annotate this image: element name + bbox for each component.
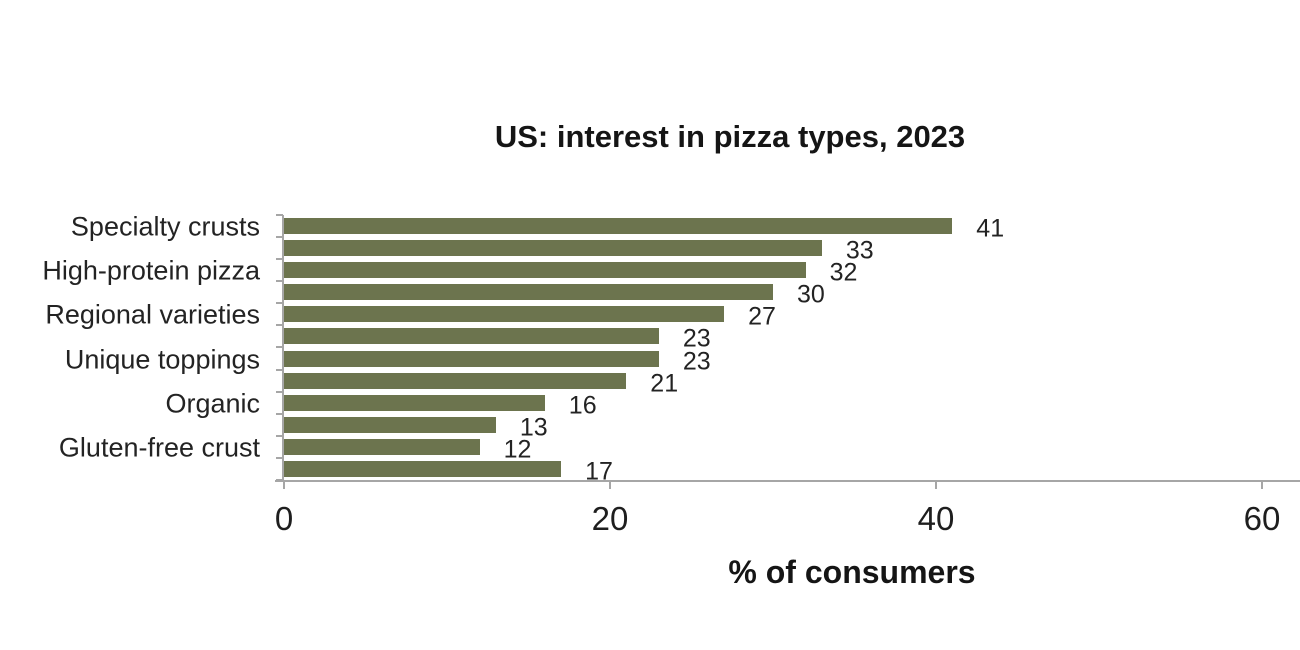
bar-value-label: 21 (650, 369, 679, 398)
bar-value-label: 41 (976, 214, 1005, 243)
bar-value-label: 32 (829, 258, 858, 287)
category-label: Specialty crusts (70, 211, 260, 242)
category-label: Regional varieties (45, 299, 260, 330)
bar (284, 416, 496, 433)
y-axis-tick (276, 434, 283, 437)
bar-value-label: 23 (682, 347, 711, 376)
bar (284, 284, 773, 301)
x-axis-tick-label: 60 (1243, 500, 1281, 537)
category-label: Unique toppings (64, 344, 260, 375)
bar (284, 394, 545, 411)
y-axis-tick (276, 236, 283, 239)
y-axis-tick (276, 324, 283, 327)
category-label: Gluten-free crust (58, 432, 260, 463)
y-axis-tick (276, 280, 283, 283)
y-axis-tick (276, 412, 283, 415)
bar (284, 372, 627, 389)
y-axis-tick (276, 258, 283, 261)
y-axis-line (282, 215, 284, 481)
bar (284, 350, 659, 367)
x-axis-tick-label: 20 (591, 500, 629, 537)
bar-value-label: 23 (682, 324, 711, 353)
category-label: High-protein pizza (42, 255, 260, 286)
y-axis-tick (276, 478, 283, 481)
x-axis-tick (1261, 482, 1263, 489)
y-axis-tick (276, 390, 283, 393)
x-axis-tick (283, 482, 285, 489)
bar-value-label: 13 (519, 413, 548, 442)
bar (284, 262, 806, 279)
bar-value-label: 30 (797, 280, 825, 309)
chart-title: US: interest in pizza types, 2023 (494, 119, 966, 154)
bar-value-label: 27 (748, 302, 776, 331)
bar (284, 306, 725, 323)
y-axis-tick (276, 368, 283, 371)
bar-value-label: 17 (585, 457, 613, 486)
bar (284, 438, 480, 455)
x-axis-line (275, 480, 1300, 482)
y-axis-tick (276, 302, 283, 305)
bar (284, 460, 562, 477)
x-axis-tick (935, 482, 937, 489)
bar (284, 218, 953, 235)
x-axis-title: % of consumers (728, 554, 976, 590)
bar (284, 328, 659, 345)
bar-value-label: 12 (503, 435, 532, 464)
x-axis-tick (609, 482, 611, 489)
bar-value-label: 33 (845, 236, 874, 265)
y-axis-tick (276, 346, 283, 349)
bar (284, 240, 822, 257)
y-axis-tick (276, 214, 283, 216)
x-axis-tick-label: 40 (917, 500, 955, 537)
category-label: Organic (165, 388, 260, 419)
x-axis-tick-label: 0 (274, 500, 294, 537)
bar-value-label: 16 (568, 391, 597, 420)
y-axis-tick (276, 456, 283, 459)
